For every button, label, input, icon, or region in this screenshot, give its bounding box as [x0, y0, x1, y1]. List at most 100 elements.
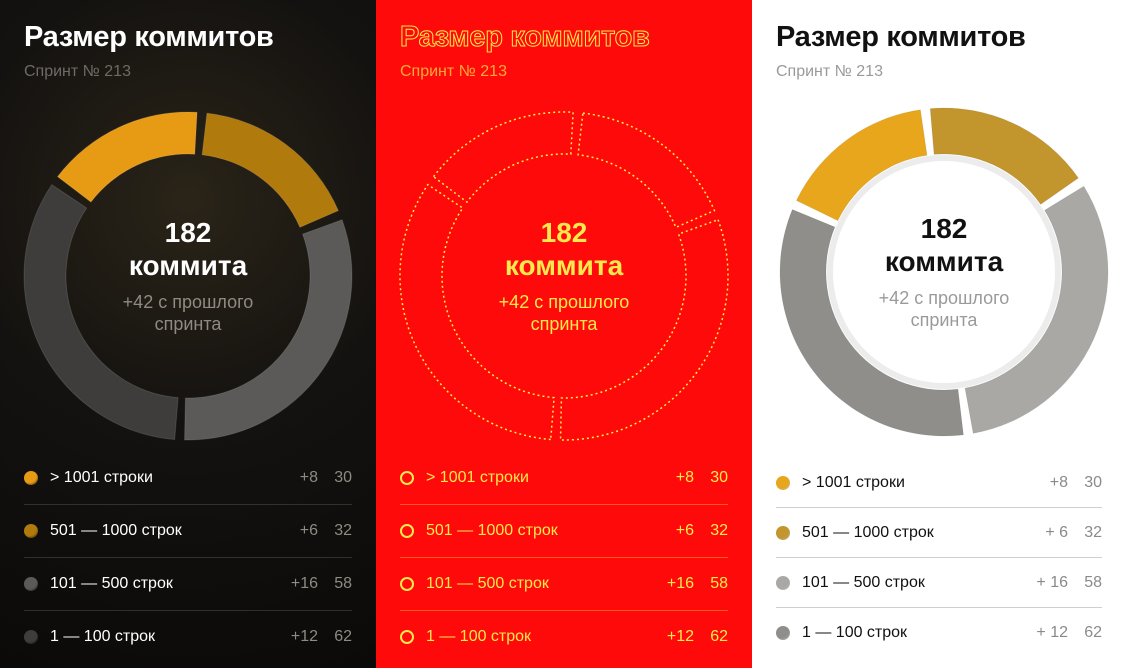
- commit-unit: коммита: [128, 250, 248, 281]
- widget-title: Размер коммитов: [24, 21, 274, 53]
- legend: > 1001 строки +8 30 501 — 1000 строк +6 …: [24, 452, 352, 663]
- widget-title: Размер коммитов: [776, 21, 1026, 53]
- legend-dot: [400, 630, 414, 644]
- donut-chart: 182 коммита +42 с прошлого спринта: [776, 104, 1112, 440]
- panel-light: Размер коммитов Спринт № 213 182 коммита…: [752, 0, 1128, 668]
- legend-row: 101 — 500 строк +16 58: [400, 557, 728, 610]
- panel-red: Размер коммитов Спринт № 213 182 коммита…: [376, 0, 752, 668]
- donut-center: 182 коммита +42 с прошлого спринта: [776, 104, 1112, 440]
- legend-dot: [24, 524, 38, 538]
- legend-dot: [776, 475, 790, 490]
- legend-row: > 1001 строки +8 30: [400, 452, 728, 504]
- legend-label: > 1001 строки: [50, 469, 153, 486]
- commit-count: 182: [540, 217, 588, 248]
- legend-label: 1 — 100 строк: [50, 628, 156, 645]
- legend-row: 501 — 1000 строк + 6 32: [776, 507, 1102, 557]
- legend-row: 1 — 100 строк +12 62: [400, 610, 728, 663]
- legend-change: +8: [299, 469, 318, 486]
- legend-label: 1 — 100 строк: [802, 623, 908, 641]
- legend-change: +6: [299, 522, 318, 539]
- legend-dot: [24, 630, 38, 644]
- legend-change: + 12: [1036, 623, 1068, 641]
- legend-value: 32: [334, 522, 352, 539]
- legend-row: > 1001 строки +8 30: [24, 452, 352, 504]
- legend-value: 30: [1084, 473, 1102, 491]
- donut-segment: [964, 185, 1109, 434]
- legend-change: + 6: [1045, 523, 1068, 541]
- legend-value: 58: [710, 575, 728, 592]
- legend-label: 501 — 1000 строк: [426, 522, 558, 539]
- donut-segment: [184, 219, 353, 441]
- donut-segment: [795, 109, 928, 222]
- donut-segment: [577, 112, 716, 229]
- legend-value: 62: [1084, 623, 1102, 641]
- legend-value: 62: [710, 628, 728, 645]
- legend-dot: [776, 625, 790, 640]
- legend-value: 58: [1084, 573, 1102, 591]
- donut-svg: [779, 107, 1109, 437]
- legend-label: > 1001 строки: [802, 473, 905, 491]
- legend: > 1001 строки +8 30 501 — 1000 строк + 6…: [776, 458, 1102, 657]
- widget-title: Размер коммитов: [400, 21, 651, 54]
- legend-dot: [24, 577, 38, 591]
- commit-count: 182: [920, 213, 968, 244]
- legend-value: 32: [710, 522, 728, 539]
- legend-label: 501 — 1000 строк: [50, 522, 182, 539]
- legend-change: + 16: [1036, 573, 1068, 591]
- widget-subtitle: Спринт № 213: [776, 63, 883, 80]
- legend-dot: [776, 575, 790, 590]
- legend-dot: [776, 525, 790, 540]
- legend-label: 501 — 1000 строк: [802, 523, 934, 541]
- legend-label: > 1001 строки: [426, 469, 529, 486]
- widget-subtitle: Спринт № 213: [400, 63, 507, 80]
- donut-segment: [23, 183, 179, 440]
- donut-segment: [399, 183, 555, 441]
- legend-row: 101 — 500 строк + 16 58: [776, 557, 1102, 607]
- legend-value: 30: [334, 469, 352, 486]
- legend-label: 101 — 500 строк: [802, 573, 925, 591]
- donut-chart: 182 коммита +42 с прошлого спринта: [396, 108, 732, 444]
- legend: > 1001 строки +8 30 501 — 1000 строк +6 …: [400, 452, 728, 663]
- legend-label: 101 — 500 строк: [50, 575, 173, 592]
- legend-label: 101 — 500 строк: [426, 575, 549, 592]
- legend-dot: [400, 577, 414, 591]
- legend-change: +12: [290, 628, 318, 645]
- commit-delta: +42 с прошлого спринта: [878, 288, 1010, 330]
- legend-row: 501 — 1000 строк +6 32: [24, 504, 352, 557]
- legend-value: 58: [334, 575, 352, 592]
- legend-dot: [24, 471, 38, 485]
- legend-change: +8: [675, 469, 694, 486]
- commit-unit: коммита: [504, 250, 624, 281]
- donut-segment: [929, 107, 1080, 206]
- commit-count: 182: [164, 217, 212, 248]
- donut-svg: [399, 111, 729, 441]
- donut-chart: 182 коммита +42 с прошлого спринта: [20, 108, 356, 444]
- donut-segment: [779, 208, 964, 437]
- legend-change: +6: [675, 522, 694, 539]
- donut-center: 182 коммита +42 с прошлого спринта: [396, 108, 732, 444]
- donut-segment: [201, 112, 340, 228]
- legend-row: > 1001 строки +8 30: [776, 458, 1102, 507]
- legend-value: 62: [334, 628, 352, 645]
- legend-row: 1 — 100 строк + 12 62: [776, 607, 1102, 657]
- legend-dot: [400, 471, 414, 485]
- legend-dot: [400, 524, 414, 538]
- legend-change: +16: [290, 575, 318, 592]
- donut-hole: [827, 155, 1061, 389]
- commit-delta: +42 с прошлого спринта: [122, 292, 254, 334]
- legend-row: 501 — 1000 строк +6 32: [400, 504, 728, 557]
- donut-center: 182 коммита +42 с прошлого спринта: [20, 108, 356, 444]
- widget-subtitle: Спринт № 213: [24, 63, 131, 80]
- legend-change: +16: [666, 575, 694, 592]
- commit-delta: +42 с прошлого спринта: [498, 292, 630, 334]
- donut-segment: [559, 218, 729, 441]
- legend-change: +12: [666, 628, 694, 645]
- donut-svg: [23, 111, 353, 441]
- legend-change: +8: [1049, 473, 1068, 491]
- legend-row: 101 — 500 строк +16 58: [24, 557, 352, 610]
- legend-value: 32: [1084, 523, 1102, 541]
- legend-row: 1 — 100 строк +12 62: [24, 610, 352, 663]
- legend-label: 1 — 100 строк: [426, 628, 532, 645]
- commit-unit: коммита: [884, 246, 1004, 277]
- legend-value: 30: [710, 469, 728, 486]
